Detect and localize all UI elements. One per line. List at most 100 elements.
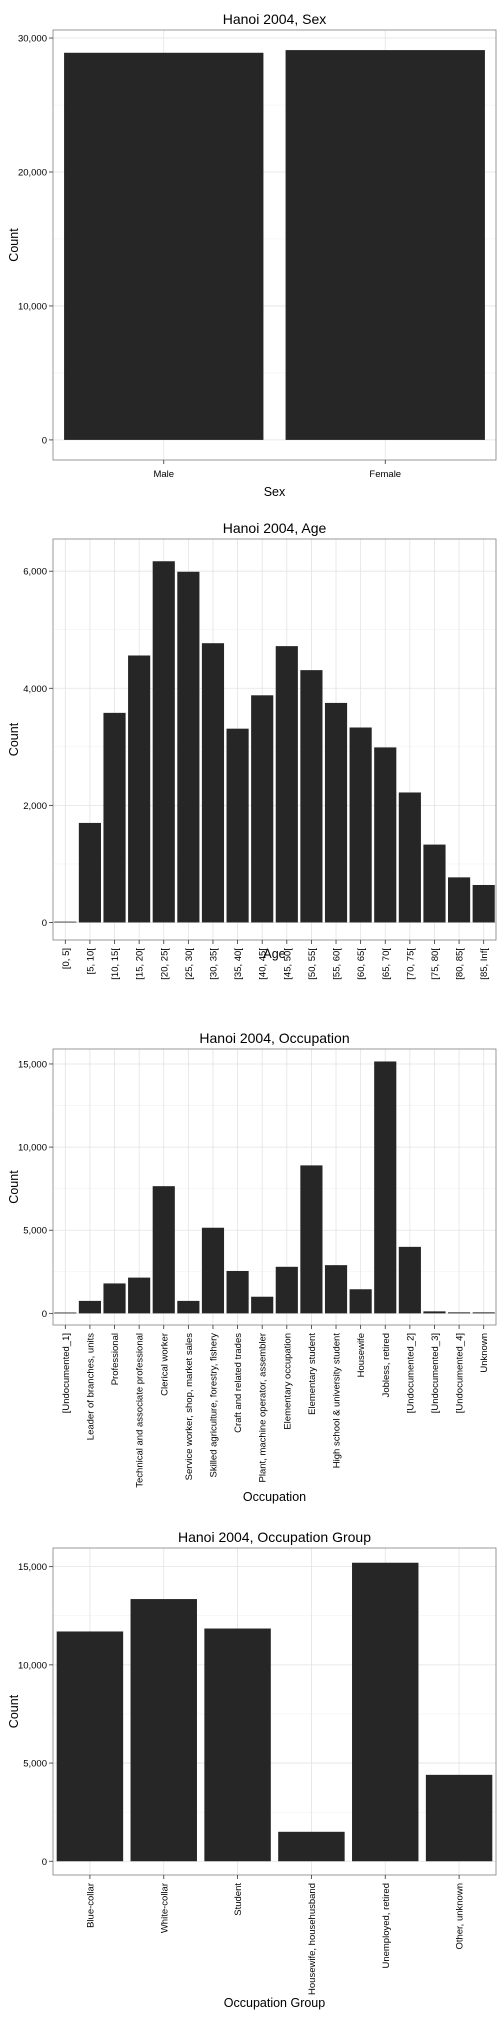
chart-age: 0 2,000 4,000 6,000 [0, 5] [5, 10[[10, 15[[15… [0, 510, 504, 1020]
x-tick-label: [80, 85[ [455, 948, 466, 980]
y-axis-label: Count [7, 1170, 21, 1204]
y-tick-label: 20,000 [18, 167, 47, 178]
bar [128, 1278, 150, 1314]
x-tick-label: Skilled agriculture, forestry, fishery [208, 1333, 219, 1478]
x-tick-label: Male [153, 469, 174, 480]
x-tick-label: Jobless, retired [381, 1333, 392, 1397]
y-tick-label: 10,000 [18, 1660, 47, 1671]
x-tick-label: [15, 20[ [135, 948, 146, 980]
chart-title: Hanoi 2004, Age [223, 520, 327, 536]
x-tick-label: [65, 70[ [381, 948, 392, 980]
x-tick-label: Clerical worker [159, 1333, 170, 1396]
bar [177, 1301, 199, 1313]
x-tick-label: [0, 5] [61, 948, 72, 969]
bar [251, 1297, 273, 1314]
x-axis-label: Sex [264, 485, 286, 499]
x-tick-label: Plant, machine operator, assembler [258, 1333, 269, 1482]
x-tick-label: [Undocumented_2] [405, 1333, 416, 1413]
y-axis-label: Count [7, 1694, 21, 1728]
chart-sex: 0 10,000 20,000 30,000 Male Female Hanoi 2004,… [0, 0, 504, 510]
x-tick-label: White-collar [159, 1883, 170, 1933]
y-tick-label: 10,000 [18, 1143, 47, 1154]
x-tick-label: Elementary student [307, 1333, 318, 1415]
x-tick-label: Unemployed, retired [381, 1883, 392, 1969]
bar [204, 1629, 270, 1862]
bar [202, 643, 224, 922]
x-tick-label: Technical and associate professional [135, 1333, 146, 1488]
y-tick-label: 0 [42, 1309, 47, 1320]
bar [131, 1599, 197, 1861]
x-tick-label: [85, Inf[ [479, 948, 490, 980]
chart-age-svg: 02,0004,0006,000[0, 5] [5, 10[[10, 15[[15… [0, 510, 504, 1020]
bar [227, 729, 249, 923]
x-tick-label: [Undocumented_1] [61, 1333, 72, 1413]
y-tick-label: 30,000 [18, 34, 47, 45]
chart-occupation-group: 0 5,000 10,000 15,000 Blue-collar White-colla… [0, 1520, 504, 2016]
x-tick-label: [30, 35[ [208, 948, 219, 980]
x-axis-label: Occupation [243, 1490, 306, 1504]
x-tick-label: [Undocumented_3] [430, 1333, 441, 1413]
chart-title: Hanoi 2004, Occupation [199, 1030, 349, 1046]
x-tick-label: [70, 75[ [405, 948, 416, 980]
x-axis-label: Occupation Group [224, 1996, 325, 2010]
x-tick-label: [Undocumented_4] [455, 1333, 466, 1413]
x-tick-label: Elementary occupation [282, 1333, 293, 1430]
bar [426, 1775, 492, 1861]
x-tick-label: [55, 60[ [332, 948, 343, 980]
bar [278, 1832, 344, 1861]
x-tick-label: [20, 25[ [159, 948, 170, 980]
x-tick-label: Housewife, househusband [307, 1883, 318, 1995]
y-axis-label: Count [7, 722, 21, 756]
bar [79, 823, 101, 923]
x-tick-label: [5, 10[ [85, 948, 96, 975]
bar [374, 747, 396, 922]
y-tick-label: 5,000 [23, 1759, 47, 1770]
bar [473, 1312, 495, 1313]
chart-occupation: 0 5,000 10,000 15,000 [Undocumented_1] Leader… [0, 1020, 504, 1520]
bar [103, 1283, 125, 1313]
y-axis-label: Count [7, 228, 21, 262]
x-tick-label: [50, 55[ [307, 948, 318, 980]
bar [374, 1061, 396, 1313]
bar [399, 1247, 421, 1314]
x-tick-label: [25, 30[ [184, 948, 195, 980]
bar [276, 646, 298, 922]
bar [64, 53, 263, 440]
bar [399, 792, 421, 922]
bar [350, 727, 372, 922]
bar [57, 1631, 123, 1861]
bar [325, 1265, 347, 1313]
x-tick-label: Leader of branches, units [85, 1333, 96, 1440]
bar [276, 1267, 298, 1314]
y-tick-label: 0 [42, 1857, 47, 1868]
y-tick-label: 4,000 [23, 684, 47, 695]
bar [473, 885, 495, 922]
bar [448, 877, 470, 922]
bar [79, 1301, 101, 1313]
bar [350, 1289, 372, 1313]
x-tick-label: Craft and related trades [233, 1333, 244, 1433]
bar [352, 1563, 418, 1862]
bar [300, 670, 322, 922]
x-tick-label: Professional [110, 1333, 121, 1385]
x-tick-label: Blue-collar [85, 1883, 96, 1928]
y-tick-label: 0 [42, 918, 47, 929]
y-tick-label: 6,000 [23, 567, 47, 578]
bar [251, 695, 273, 922]
bar [325, 703, 347, 923]
bar [423, 845, 445, 923]
x-tick-label: [60, 65[ [356, 948, 367, 980]
x-tick-label: Female [369, 469, 401, 480]
bar [54, 1313, 76, 1314]
bar [286, 50, 485, 440]
bar [153, 1186, 175, 1313]
y-tick-label: 15,000 [18, 1562, 47, 1573]
x-tick-label: [75, 80[ [430, 948, 441, 980]
x-tick-label: Unknown [479, 1333, 490, 1373]
chart-occupation-svg: 0 5,000 10,000 15,000 [Undocumented_1] Leader… [0, 1020, 504, 1520]
y-tick-label: 0 [42, 435, 47, 446]
bar [227, 1271, 249, 1313]
bar [177, 572, 199, 923]
bar [300, 1165, 322, 1313]
x-tick-label: High school & university student [332, 1333, 343, 1469]
